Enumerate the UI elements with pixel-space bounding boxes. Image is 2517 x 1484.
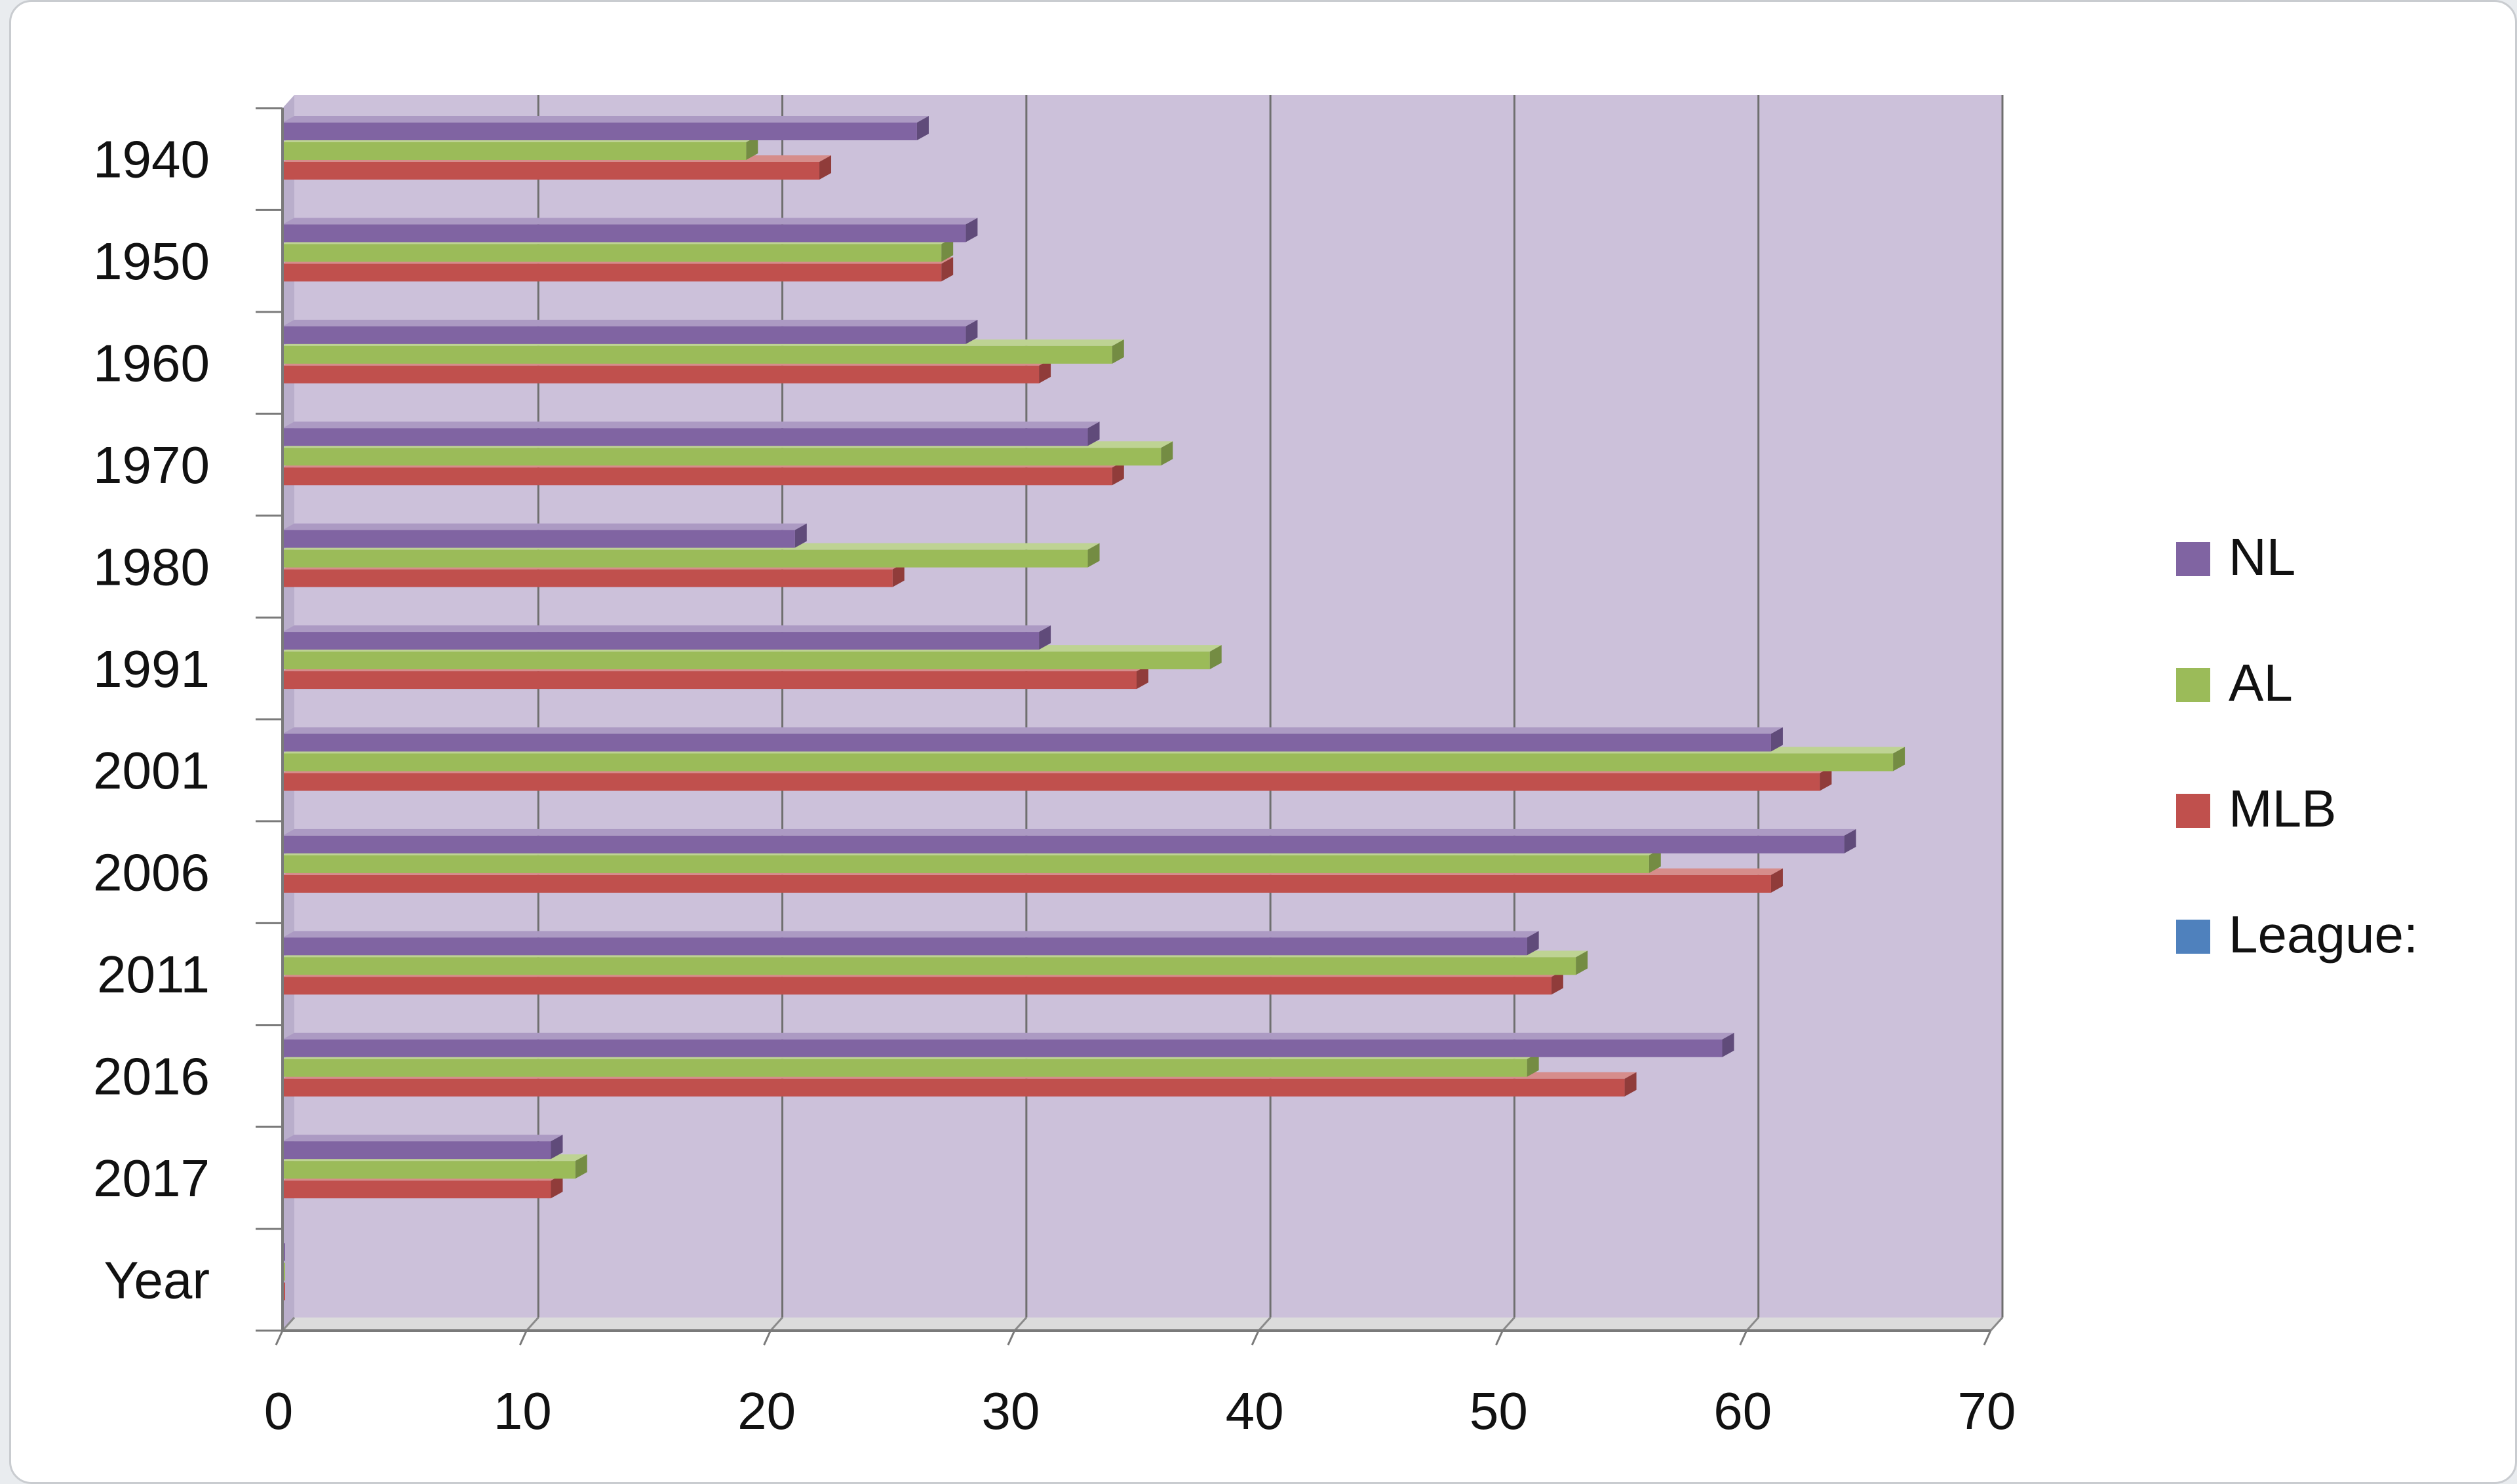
x-tick: [1739, 1330, 1748, 1346]
plot-side-wall: [283, 95, 294, 1331]
category-label: 1991: [93, 640, 210, 698]
legend-label: AL: [2229, 654, 2293, 712]
bar-nl-1950: [283, 218, 978, 243]
category-label: 2017: [93, 1149, 210, 1207]
bar-nl-1970: [283, 421, 1100, 446]
x-tick: [763, 1330, 771, 1346]
bar-al-1991: [283, 645, 1222, 670]
category-label: Year: [104, 1251, 210, 1309]
bar-nl-2016: [283, 1032, 1734, 1057]
floor-gridline: [1013, 1316, 1027, 1332]
x-tick: [1983, 1330, 1992, 1346]
category-label: 1980: [93, 537, 210, 596]
plot-back-wall: [294, 95, 2002, 1318]
category-label: 1950: [93, 232, 210, 290]
bar-nl-1980: [283, 523, 807, 548]
plot-area: [281, 95, 2004, 1332]
x-tick: [1251, 1330, 1260, 1346]
x-tick-label: 0: [264, 1382, 294, 1440]
bar-nl-1940: [283, 116, 929, 140]
category-label: 2006: [93, 844, 210, 902]
legend-label: League:: [2229, 905, 2418, 964]
legend-swatch: [2176, 668, 2210, 702]
legend-label: MLB: [2229, 779, 2337, 838]
legend-item: NL: [2176, 528, 2295, 586]
bar-mlb-2006: [283, 868, 1783, 893]
floor-gridline: [1258, 1316, 1272, 1332]
category-label: 1970: [93, 436, 210, 494]
bar-nl-2001: [283, 727, 1783, 752]
legend-item: League:: [2176, 905, 2418, 964]
floor-gridline: [526, 1316, 539, 1332]
x-tick: [518, 1330, 528, 1346]
legend-swatch: [2176, 920, 2210, 954]
x-tick-label: 30: [981, 1382, 1040, 1440]
category-label: 1960: [93, 334, 210, 393]
legend-item: MLB: [2176, 779, 2337, 838]
floor-gridline: [770, 1316, 783, 1332]
category-label: 2011: [97, 945, 210, 1004]
x-tick-label: 40: [1226, 1382, 1284, 1440]
bar-nl-1991: [283, 625, 1051, 650]
legend-label: NL: [2229, 528, 2295, 586]
legend-swatch: [2176, 794, 2210, 828]
floor-gridline: [1746, 1316, 1759, 1332]
x-tick: [1007, 1330, 1016, 1346]
bar-nl-2011: [283, 931, 1539, 956]
legend: NL AL MLB League:: [2176, 528, 2418, 964]
x-tick-label: 60: [1713, 1382, 1772, 1440]
floor-gridline: [1989, 1316, 2004, 1332]
x-tick: [275, 1330, 284, 1346]
bar-nl-1960: [283, 319, 978, 344]
legend-item: AL: [2176, 654, 2293, 712]
legend-swatch: [2176, 542, 2210, 576]
axes: 1940 1950 1960 1970 1980 1991 2001 2006 2011 2016…: [93, 107, 2016, 1440]
x-tick: [1495, 1330, 1504, 1346]
floor-gridline: [281, 1316, 296, 1332]
x-tick-label: 70: [1958, 1382, 2016, 1440]
bar-nl-2006: [283, 829, 1856, 853]
category-label: 2016: [93, 1047, 210, 1105]
category-label: 1940: [93, 130, 210, 189]
floor-gridline: [1502, 1316, 1515, 1332]
x-tick-label: 50: [1470, 1382, 1528, 1440]
x-tick-label: 10: [494, 1382, 552, 1440]
category-label: 2001: [93, 741, 210, 800]
x-tick-label: 20: [737, 1382, 796, 1440]
bars: [283, 116, 1905, 1300]
plot-floor: [283, 1318, 2002, 1331]
bar-nl-2017: [283, 1135, 563, 1160]
